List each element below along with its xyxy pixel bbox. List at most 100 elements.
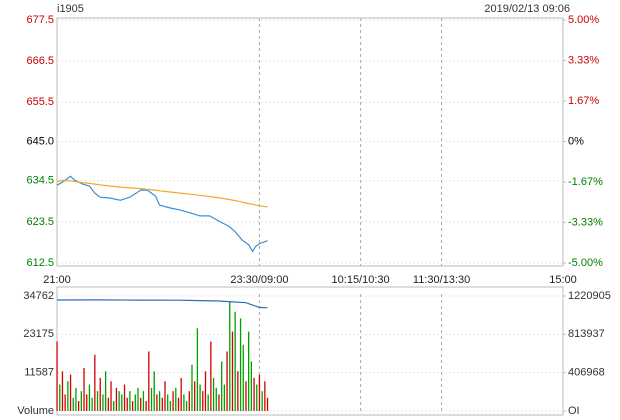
volume-bar	[245, 381, 247, 411]
volume-bar	[110, 381, 112, 411]
volume-bar	[180, 377, 182, 411]
volume-bar	[121, 394, 123, 411]
volume-bar	[191, 364, 193, 411]
volume-bar	[94, 354, 96, 411]
x-tick-label: 15:00	[549, 274, 577, 286]
volume-bar	[91, 397, 93, 411]
volume-bar	[167, 394, 169, 411]
y2-tick-label: 0%	[568, 135, 584, 147]
y2-tick-label: 3.33%	[568, 54, 599, 66]
volume-bar	[123, 384, 126, 411]
y-tick-label: 23175	[23, 328, 54, 340]
volume-bar	[234, 311, 236, 411]
x-tick-label: 10:15/10:30	[332, 274, 390, 286]
volume-bar	[99, 377, 101, 411]
volume-bar	[169, 401, 172, 411]
y-tick-label: 677.5	[26, 14, 54, 26]
volume-bar	[204, 371, 207, 411]
y2-tick-label: 1.67%	[568, 95, 599, 107]
y2-tick-label: -3.33%	[568, 216, 603, 228]
y-tick-label: 612.5	[26, 257, 54, 269]
volume-bar	[86, 394, 88, 411]
volume-bar	[248, 331, 250, 411]
volume-bar	[72, 397, 74, 411]
volume-bar	[212, 377, 215, 411]
volume-bar	[237, 371, 239, 411]
volume-bar	[199, 384, 201, 411]
volume-bar	[175, 387, 177, 411]
x-tick-label: 11:30/13:30	[413, 274, 470, 286]
volume-bar	[185, 401, 188, 411]
volume-bar	[77, 401, 80, 411]
volume-bar	[56, 341, 58, 411]
volume-bar	[202, 391, 204, 411]
volume-bar	[215, 387, 217, 411]
y-tick-label: 34762	[23, 290, 54, 302]
y-tick-label: 655.5	[26, 96, 54, 108]
volume-bar	[218, 394, 220, 411]
y-tick-label: 11587	[24, 367, 54, 379]
volume-bar	[229, 301, 231, 411]
volume-bar	[258, 374, 261, 411]
volume-bar	[242, 344, 244, 411]
y-tick-label: 645.0	[26, 135, 54, 147]
volume-bar	[102, 394, 104, 411]
volume-bar	[64, 394, 66, 411]
volume-bar	[80, 391, 82, 411]
volume-bar	[61, 371, 64, 411]
volume-bar	[221, 361, 223, 411]
volume-frame	[56, 286, 564, 416]
volume-bar	[145, 401, 147, 411]
volume-bar	[172, 391, 174, 411]
volume-bar	[118, 391, 120, 411]
y-tick-label: 623.5	[26, 216, 54, 228]
y2-tick-label: 406968	[568, 367, 605, 379]
volume-bar	[134, 394, 136, 411]
volume-bar	[142, 391, 145, 411]
volume-bar	[264, 381, 266, 411]
volume-bar	[256, 384, 258, 411]
volume-bar	[59, 384, 61, 411]
x-tick-label: 23:30/09:00	[230, 274, 288, 286]
volume-bar	[188, 391, 190, 411]
y2-tick-label: -1.67%	[568, 176, 603, 188]
volume-bar	[75, 387, 77, 411]
volume-bar	[250, 361, 253, 411]
volume-bar	[177, 397, 180, 411]
y-tick-label: 666.5	[26, 55, 54, 67]
y-tick-label: Volume	[17, 405, 54, 417]
volume-bar	[131, 401, 134, 411]
y-tick-label: 634.5	[26, 175, 54, 187]
volume-bar	[137, 387, 139, 411]
data-line	[56, 299, 268, 309]
volume-bar	[226, 351, 228, 411]
volume-bar	[223, 384, 226, 411]
symbol: i1905	[57, 3, 84, 15]
y2-tick-label: 813937	[568, 328, 605, 340]
volume-bar	[183, 394, 185, 411]
volume-bar	[210, 341, 212, 411]
volume-bar	[104, 371, 107, 411]
volume-bar	[69, 374, 72, 411]
volume-bar	[239, 318, 242, 411]
volume-bar	[158, 391, 161, 411]
volume-bar	[156, 394, 158, 411]
y2-tick-label: OI	[568, 405, 580, 417]
volume-bar	[96, 391, 99, 411]
volume-bar	[88, 384, 91, 411]
y2-tick-label: 1220905	[568, 290, 611, 302]
volume-bar	[67, 381, 69, 411]
volume-bar	[83, 367, 85, 411]
data-line	[56, 175, 268, 253]
volume-bar	[140, 397, 142, 411]
volume-bar	[266, 397, 269, 411]
y2-tick-label: -5.00%	[568, 257, 603, 269]
x-tick-label: 21:00	[43, 274, 71, 286]
volume-bar	[231, 331, 234, 411]
volume-bar	[107, 397, 109, 411]
volume-bar	[164, 381, 166, 411]
volume-bar	[196, 328, 199, 411]
volume-bar	[150, 387, 153, 411]
